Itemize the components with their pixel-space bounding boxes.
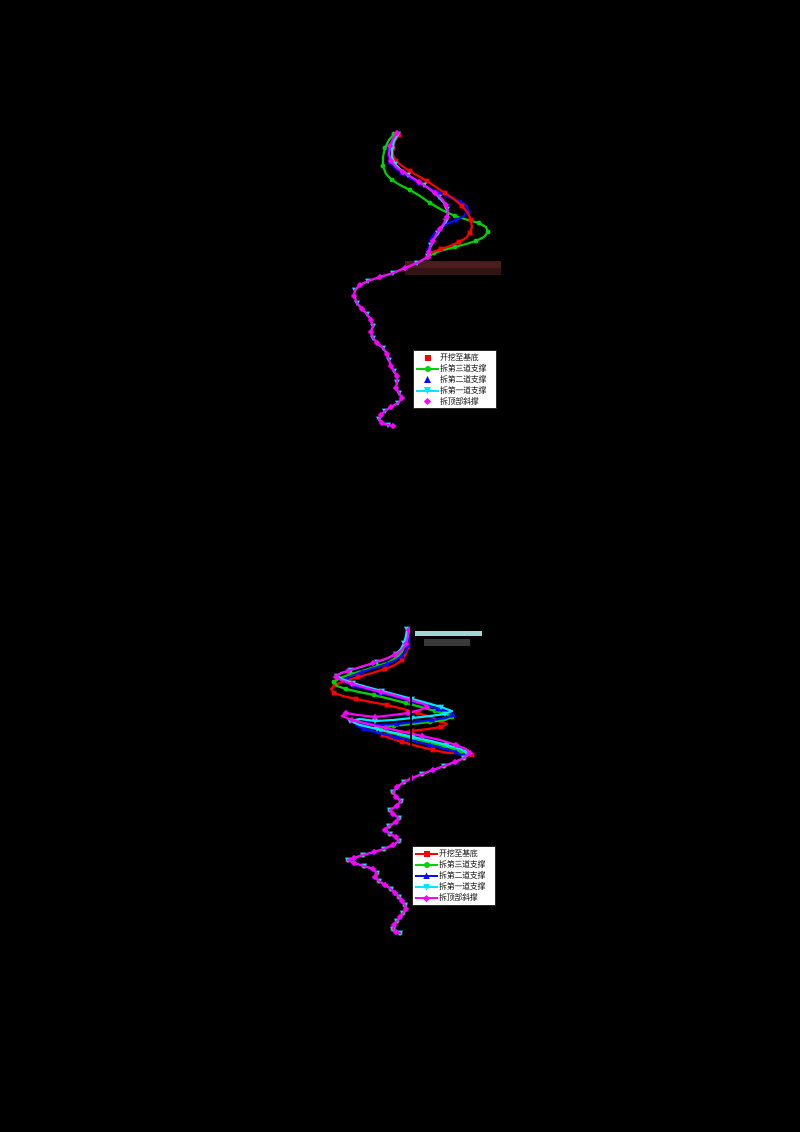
triangle-down-marker-icon xyxy=(423,883,430,891)
legend-row: 拆第二道支撑 xyxy=(415,870,495,881)
legend-label: 拆顶部斜撑 xyxy=(439,893,478,903)
square-marker-icon xyxy=(423,850,430,857)
legend-label: 拆第三道支撑 xyxy=(439,859,486,869)
legend-row: 拆第一道支撑 xyxy=(416,385,496,396)
legend-label: 拆顶部斜撑 xyxy=(440,396,479,406)
legend-label: 拆第一道支撑 xyxy=(439,882,486,892)
legend-row: 开挖至基底 xyxy=(416,352,496,363)
legend-row: 拆第三道支撑 xyxy=(416,363,496,374)
legend-label: 开挖至基底 xyxy=(440,352,479,362)
legend-row: 拆第二道支撑 xyxy=(416,374,496,385)
legend-label: 拆第二道支撑 xyxy=(440,374,487,384)
circle-marker-icon xyxy=(424,365,431,372)
bottom-chart-legend: 开挖至基底 拆第三道支撑 拆第二道支撑 拆第一道支撑 拆顶部斜撑 xyxy=(412,846,496,906)
triangle-up-marker-icon xyxy=(423,872,430,880)
square-marker-icon xyxy=(424,354,431,361)
diamond-marker-icon xyxy=(422,894,431,902)
diamond-marker-icon xyxy=(423,397,432,406)
legend-row: 开挖至基底 xyxy=(415,848,495,859)
legend-label: 拆第二道支撑 xyxy=(439,870,486,880)
circle-marker-icon xyxy=(423,861,430,868)
legend-row: 拆顶部斜撑 xyxy=(416,396,496,407)
triangle-down-marker-icon xyxy=(424,387,431,394)
legend-row: 拆第一道支撑 xyxy=(415,882,495,893)
legend-label: 拆第三道支撑 xyxy=(440,363,487,373)
legend-row: 拆第三道支撑 xyxy=(415,859,495,870)
top-chart-legend: 开挖至基底 拆第三道支撑 拆第二道支撑 拆第一道支撑 拆顶部斜撑 xyxy=(413,350,497,409)
legend-label: 开挖至基底 xyxy=(439,848,478,858)
legend-row: 拆顶部斜撑 xyxy=(415,893,495,904)
triangle-up-marker-icon xyxy=(424,376,431,383)
legend-label: 拆第一道支撑 xyxy=(440,385,487,395)
